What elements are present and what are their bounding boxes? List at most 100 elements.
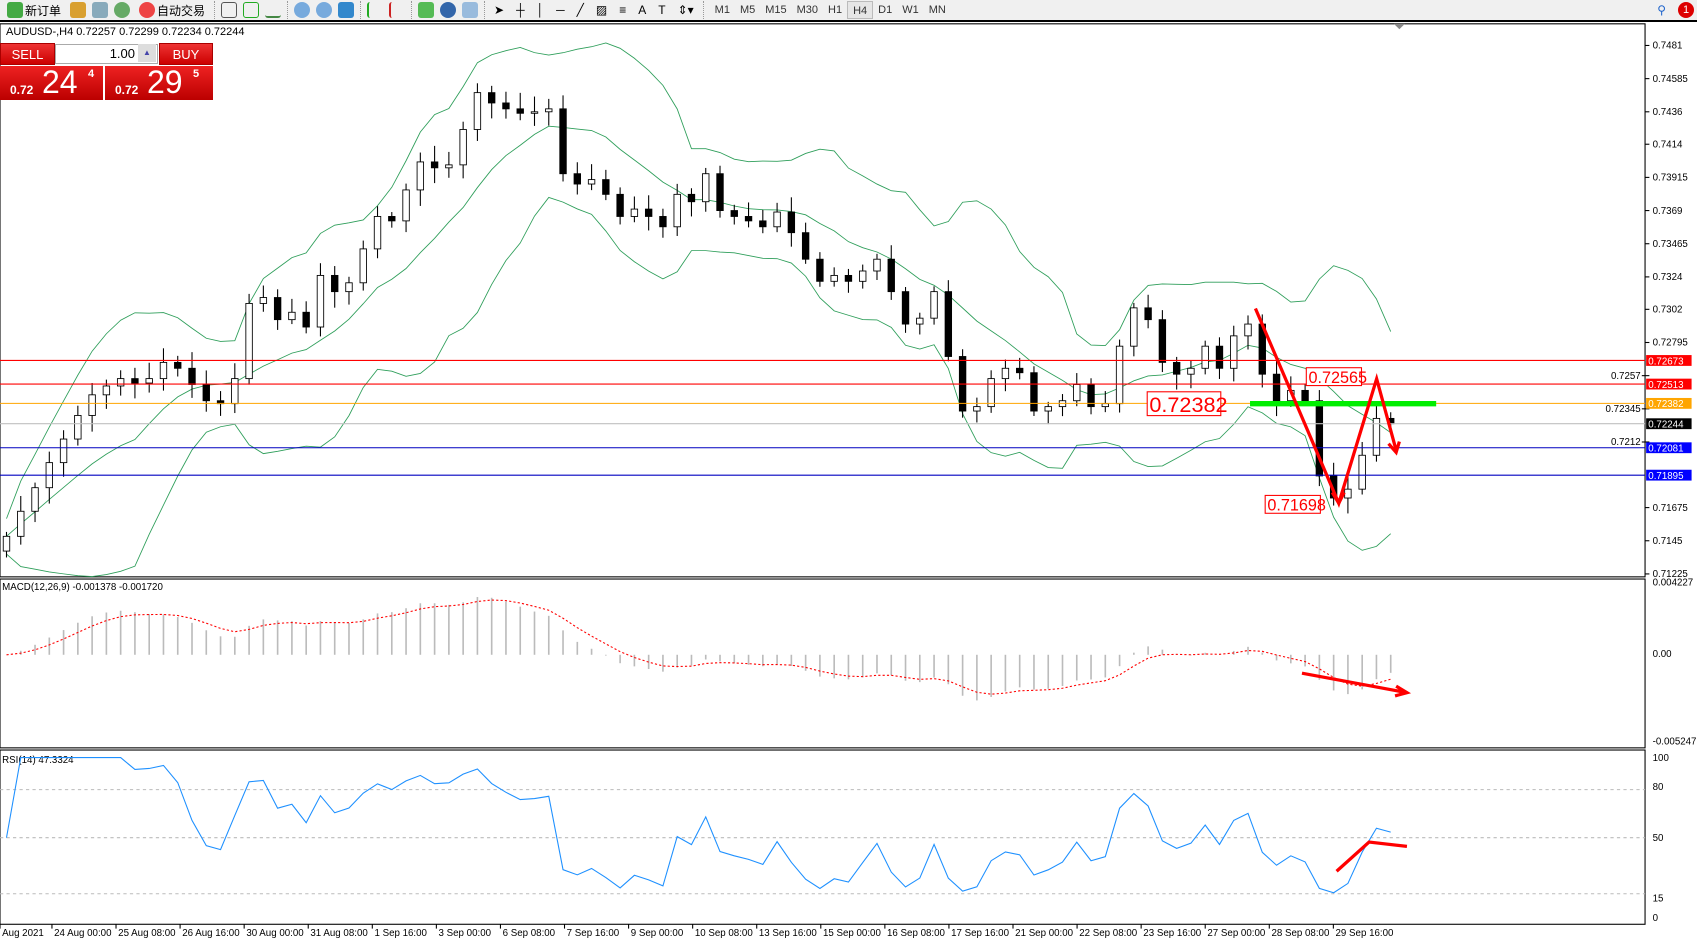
trendline-icon[interactable]: ╱ [576,3,584,17]
main-pane-border [0,23,1646,578]
candle-body [1158,319,1167,363]
timeframe-mn[interactable]: MN [928,4,946,16]
timeframe-m30[interactable]: M30 [796,4,819,16]
candle-body [1115,345,1124,405]
time-axis-label: 21 Sep 00:00 [1015,928,1074,939]
candle-body [630,208,639,217]
auto-trading-button[interactable]: 自动交易 [136,0,208,20]
timeframe-m5[interactable]: M5 [739,4,756,16]
signals-icon[interactable] [114,2,131,18]
candle-body [730,210,738,217]
timeframe-d1[interactable]: D1 [878,4,893,16]
price-level-label: 0.72244 [1648,420,1684,431]
timeframe-m1[interactable]: M1 [714,4,730,16]
price-annotation: 0.71698 [1267,497,1326,515]
sell-price[interactable]: 0.72 24 4 [0,64,103,100]
fibonacci-icon[interactable]: ≡ [619,3,627,17]
time-axis-label: 25 Aug 08:00 [118,928,176,939]
rsi-label: RSI(14) 47.3324 [2,755,74,766]
candle-body [1301,389,1309,402]
history-center-icon[interactable] [70,2,87,18]
bollinger-upper-band [6,42,1392,519]
rsi-line [5,757,1391,894]
line-chart-icon[interactable] [265,2,282,18]
timeframe-h4[interactable]: H4 [847,1,874,19]
auto-scroll-icon[interactable] [367,2,383,18]
candle-body [88,394,96,416]
price-level-label: 0.72673 [1648,356,1683,367]
candle-body [174,361,182,369]
buy-button[interactable]: BUY [159,43,213,65]
time-axis-label: 26 Aug 16:00 [182,928,240,939]
lot-increase-button[interactable]: ▲ [138,44,156,62]
candle-body [587,179,596,185]
crosshair-icon[interactable]: ┼ [516,3,525,17]
candle-body [402,189,410,222]
candle-body [573,173,581,185]
templates-icon[interactable] [462,2,479,18]
zoom-out-icon[interactable] [316,2,333,18]
new-order-button[interactable]: 新订单 [4,0,64,20]
macd-label: MACD(12,26,9) -0.001378 -0.001720 [2,582,163,593]
separator [702,1,704,19]
timeframe-m15[interactable]: M15 [765,4,787,16]
rsi-red-arrow [1335,840,1408,873]
price-label-bg [1646,469,1692,481]
candle-body [245,302,253,380]
text-icon[interactable]: A [638,3,647,17]
price-axis-label: 0.71675 [1653,503,1688,514]
candle-body [373,216,382,250]
time-axis-label: 17 Sep 16:00 [951,928,1010,939]
candle-body [159,361,168,380]
candle-body [116,378,125,387]
price-level-label: 0.72513 [1648,380,1683,391]
price-axis-label: 0.7481 [1653,41,1683,52]
candle-body [616,193,624,217]
price-label-bg [1646,418,1692,430]
candle-body [759,220,767,228]
candle-body [987,378,995,408]
price-level-label: 0.71895 [1648,471,1683,482]
horizontal-line-icon[interactable]: ─ [556,3,565,17]
terminal-icon[interactable] [92,2,109,18]
vertical-line-icon[interactable]: │ [536,3,545,17]
price-axis-label: 0.7257 [1611,371,1641,382]
indicators-icon[interactable] [418,2,435,18]
candlestick-icon[interactable] [243,2,260,18]
timeframe-w1[interactable]: W1 [902,4,919,16]
buy-price[interactable]: 0.72 29 5 [105,64,213,100]
candle-body [830,274,838,282]
chart-shift-icon[interactable] [389,2,405,18]
tile-windows-icon[interactable] [338,2,355,18]
rsi-axis-label: 15 [1653,894,1664,905]
separator [484,1,486,19]
bollinger-lower-band [6,196,1392,578]
time-axis-label: 7 Sep 16:00 [567,928,620,939]
time-axis-label: 22 Sep 08:00 [1079,928,1138,939]
arrows-icon[interactable]: ⇕▾ [677,3,694,17]
timeframe-h1[interactable]: H1 [828,4,843,16]
price-axis-label: 0.73465 [1653,239,1688,250]
candle-body [131,378,139,384]
candle-body [1016,367,1024,374]
sell-button[interactable]: SELL [0,43,55,65]
time-axis-label: 23 Sep 16:00 [1143,928,1202,939]
cursor-icon[interactable]: ➤ [494,3,505,17]
one-click-trading-panel: SELL ▼ 1.00 ▲ BUY 0.72 24 4 0.72 29 5 [0,43,213,100]
candle-body [345,282,353,293]
time-axis-label: 16 Sep 08:00 [887,928,946,939]
notification-badge[interactable]: 1 [1675,0,1697,20]
candle-body [673,193,681,228]
lot-size-input[interactable]: 1.00 [55,44,158,64]
candle-body [1073,384,1081,402]
periods-icon[interactable] [440,2,457,18]
zoom-in-icon[interactable] [294,2,311,18]
bar-chart-icon[interactable] [221,2,238,18]
candle-body [1315,400,1324,477]
equidistant-channel-icon[interactable]: ▨ [595,3,608,17]
rsi-axis-label: 100 [1653,753,1670,764]
separator [214,1,216,19]
search-icon[interactable]: ⚲ [1657,3,1666,17]
text-label-icon[interactable]: T [658,3,666,17]
